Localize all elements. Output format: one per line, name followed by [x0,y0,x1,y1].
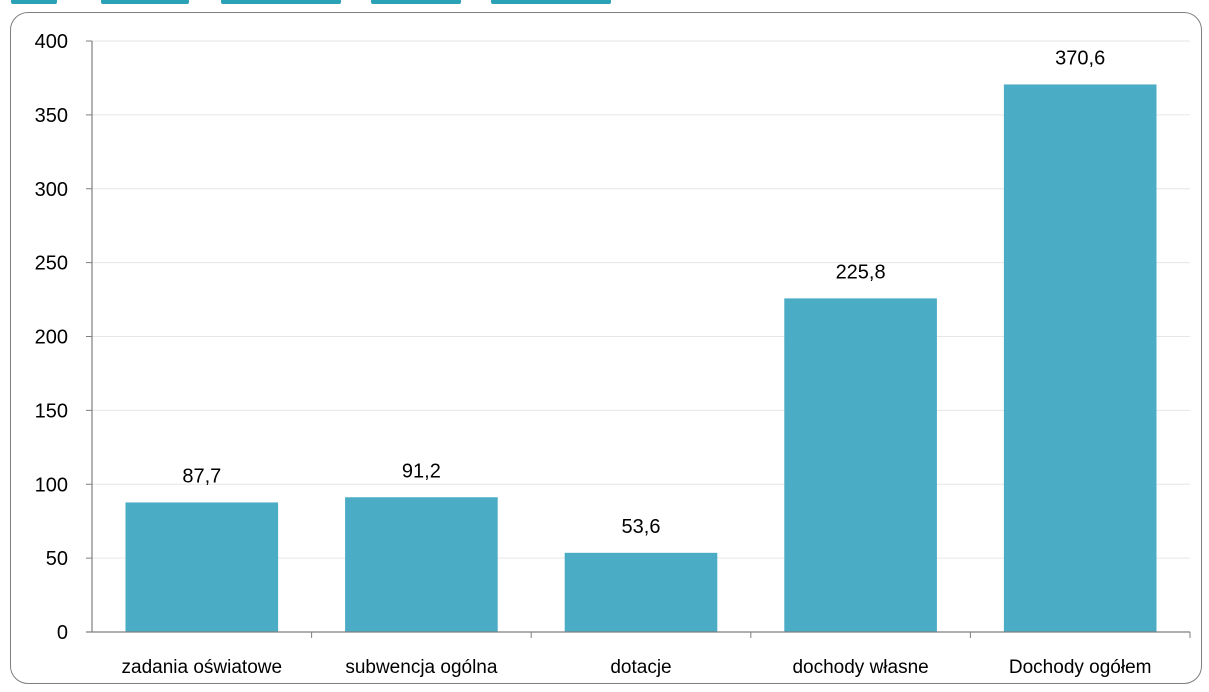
axes [86,40,1191,638]
bar [564,552,718,632]
x-category-label: zadania oświatowe [122,657,283,678]
y-tick-labels: 0 50 100 150 200 250 300 350 400 [35,31,68,644]
y-tick-label: 300 [35,179,68,201]
x-category-label: dotacje [610,657,671,678]
y-tick-label: 0 [57,622,68,644]
data-labels: 87,7 91,2 53,6 225,8 370,6 [182,47,1105,537]
bar-value-label: 370,6 [1055,47,1105,69]
x-category-label: Dochody ogółem [1009,657,1152,678]
bar-value-label: 91,2 [402,460,441,482]
bar-value-label: 53,6 [622,516,661,538]
bar [345,497,498,632]
x-category-labels: zadania oświatowe subwencja ogólna dotacje… [122,657,1152,678]
bar [1003,84,1157,633]
bar-value-label: 87,7 [182,465,221,487]
x-category-label: subwencja ogólna [345,657,498,678]
bars [125,84,1157,633]
y-tick-label: 250 [35,253,68,275]
y-tick-label: 150 [35,400,68,422]
y-tick-label: 50 [46,548,68,570]
x-category-label: dochody własne [792,657,928,678]
y-tick-label: 350 [35,105,68,127]
bar-value-label: 225,8 [836,261,886,283]
y-tick-label: 200 [35,327,68,349]
bar [125,502,279,632]
bar [784,298,937,632]
y-tick-label: 400 [35,31,68,53]
y-tick-label: 100 [35,474,68,496]
